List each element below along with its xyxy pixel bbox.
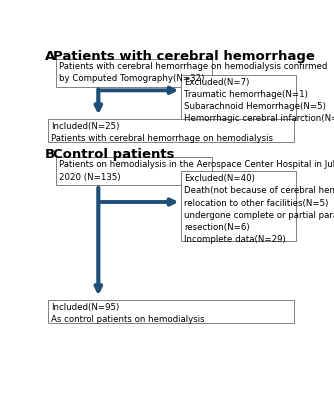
Text: Excluded(N=7)
Traumatic hemorrhage(N=1)
Subarachnoid Hemorrhage(N=5)
Hemorrhagic: Excluded(N=7) Traumatic hemorrhage(N=1) … xyxy=(184,78,334,124)
Text: B: B xyxy=(45,148,55,161)
Text: Excluded(N=40)
Death(not because of cerebral hemorrhage) or
relocation to other : Excluded(N=40) Death(not because of cere… xyxy=(184,174,334,244)
Text: A: A xyxy=(45,50,55,62)
FancyBboxPatch shape xyxy=(56,59,212,86)
FancyBboxPatch shape xyxy=(48,300,294,323)
Text: Control patients: Control patients xyxy=(53,148,175,161)
FancyBboxPatch shape xyxy=(181,171,296,240)
FancyBboxPatch shape xyxy=(48,119,294,142)
FancyBboxPatch shape xyxy=(56,157,212,185)
Text: Patients on hemodialysis in the Aerospace Center Hospital in July
2020 (N=135): Patients on hemodialysis in the Aerospac… xyxy=(59,160,334,182)
FancyBboxPatch shape xyxy=(181,75,296,120)
Text: Included(N=25)
Patients with cerebral hemorrhage on hemodialysis: Included(N=25) Patients with cerebral he… xyxy=(51,122,273,143)
Text: Included(N=95)
As control patients on hemodialysis: Included(N=95) As control patients on he… xyxy=(51,303,205,324)
Text: Patients with cerebral hemorrhage on hemodialysis confirmed
by Computed Tomograp: Patients with cerebral hemorrhage on hem… xyxy=(59,62,327,83)
Text: Patients with cerebral hemorrhage: Patients with cerebral hemorrhage xyxy=(53,50,315,62)
